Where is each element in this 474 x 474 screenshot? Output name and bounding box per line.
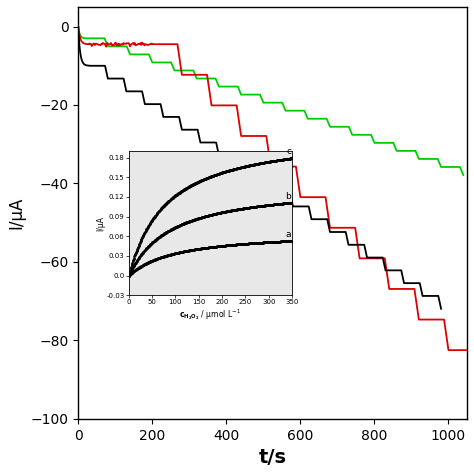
X-axis label: t/s: t/s (259, 448, 287, 467)
Y-axis label: I/μA: I/μA (7, 197, 25, 229)
